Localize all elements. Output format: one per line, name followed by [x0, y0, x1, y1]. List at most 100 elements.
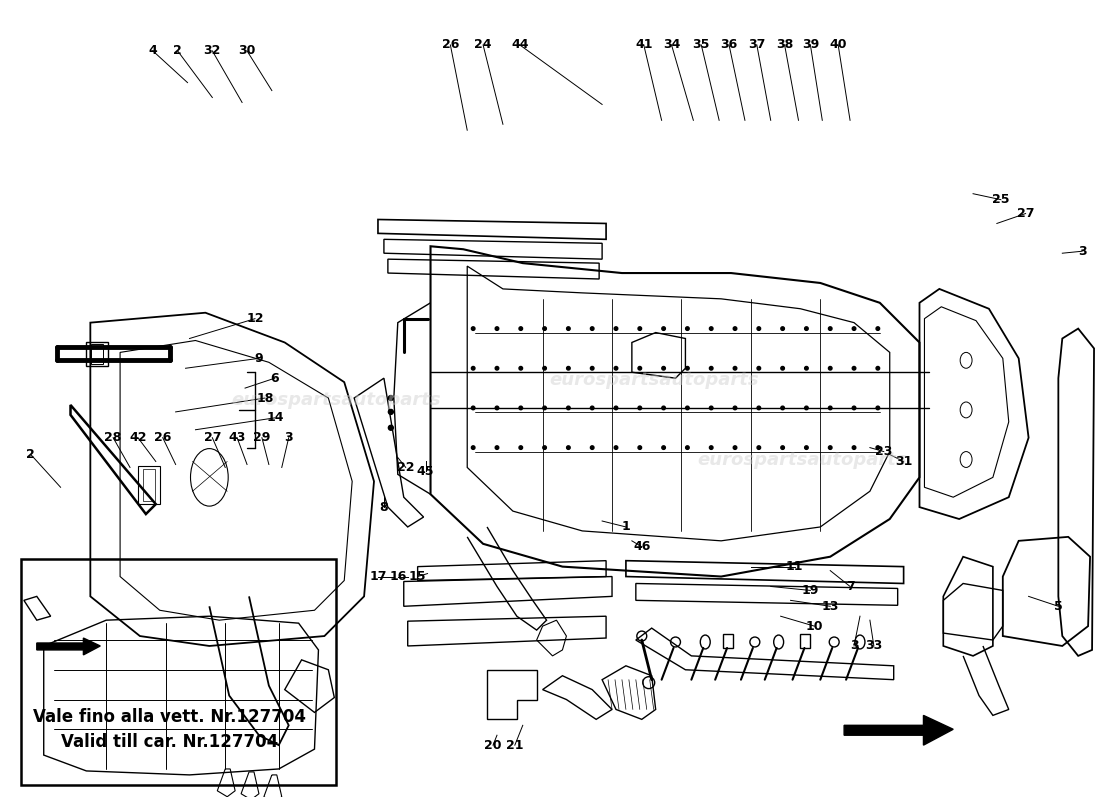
Circle shape — [781, 406, 784, 410]
Text: 9: 9 — [254, 352, 263, 365]
Text: 24: 24 — [474, 38, 492, 51]
Circle shape — [662, 327, 665, 330]
Circle shape — [472, 446, 475, 450]
Circle shape — [495, 446, 498, 450]
Circle shape — [566, 406, 570, 410]
Text: Vale fino alla vett. Nr.127704: Vale fino alla vett. Nr.127704 — [33, 708, 306, 726]
Circle shape — [685, 406, 690, 410]
Bar — [21, 558, 337, 785]
Bar — [801, 634, 811, 648]
Circle shape — [566, 366, 570, 370]
Text: eurospartsautoparts: eurospartsautoparts — [231, 391, 441, 409]
Text: 23: 23 — [876, 445, 892, 458]
Text: 31: 31 — [895, 455, 912, 468]
Text: 45: 45 — [417, 465, 434, 478]
Circle shape — [804, 446, 808, 450]
Circle shape — [828, 446, 832, 450]
Text: 26: 26 — [154, 431, 172, 444]
Circle shape — [710, 327, 713, 330]
Text: 32: 32 — [204, 44, 221, 58]
Polygon shape — [844, 715, 954, 745]
Circle shape — [804, 327, 808, 330]
Text: 14: 14 — [266, 411, 284, 424]
Text: 17: 17 — [370, 570, 387, 583]
Text: 26: 26 — [442, 38, 459, 51]
Circle shape — [781, 446, 784, 450]
Circle shape — [519, 366, 522, 370]
Text: 33: 33 — [866, 639, 882, 653]
Circle shape — [852, 406, 856, 410]
Text: 7: 7 — [846, 580, 855, 593]
Text: 28: 28 — [104, 431, 122, 444]
Circle shape — [519, 446, 522, 450]
Circle shape — [614, 327, 618, 330]
Text: 15: 15 — [409, 570, 427, 583]
Circle shape — [734, 406, 737, 410]
Text: 41: 41 — [635, 38, 652, 51]
Text: 38: 38 — [776, 38, 793, 51]
Text: 44: 44 — [512, 38, 528, 51]
Circle shape — [542, 446, 547, 450]
Circle shape — [472, 366, 475, 370]
Circle shape — [685, 327, 690, 330]
Circle shape — [388, 395, 394, 401]
Text: 30: 30 — [239, 44, 255, 58]
Circle shape — [710, 446, 713, 450]
Text: 12: 12 — [246, 312, 264, 325]
Text: 40: 40 — [829, 38, 847, 51]
Text: 39: 39 — [802, 38, 820, 51]
Polygon shape — [36, 638, 100, 655]
Circle shape — [828, 327, 832, 330]
Text: 22: 22 — [397, 461, 415, 474]
Text: 11: 11 — [785, 560, 803, 573]
Circle shape — [472, 327, 475, 330]
Circle shape — [828, 406, 832, 410]
Bar — [91, 345, 103, 364]
Circle shape — [662, 366, 665, 370]
Circle shape — [734, 366, 737, 370]
Text: 34: 34 — [663, 38, 680, 51]
Text: 36: 36 — [720, 38, 738, 51]
Bar — [143, 470, 155, 501]
Text: 3: 3 — [849, 639, 858, 653]
Circle shape — [662, 446, 665, 450]
Text: 21: 21 — [506, 738, 524, 752]
Text: 10: 10 — [805, 620, 823, 633]
Text: 20: 20 — [484, 738, 502, 752]
Circle shape — [757, 366, 760, 370]
Circle shape — [757, 406, 760, 410]
Text: 1: 1 — [621, 521, 630, 534]
Circle shape — [591, 366, 594, 370]
Circle shape — [591, 446, 594, 450]
Circle shape — [852, 366, 856, 370]
Circle shape — [876, 327, 880, 330]
Text: 4: 4 — [148, 44, 157, 58]
Text: eurospartsautoparts: eurospartsautoparts — [549, 371, 759, 389]
Circle shape — [614, 406, 618, 410]
Circle shape — [781, 327, 784, 330]
Text: 3: 3 — [1078, 245, 1087, 258]
Circle shape — [638, 327, 641, 330]
Circle shape — [804, 366, 808, 370]
Circle shape — [876, 446, 880, 450]
Circle shape — [852, 327, 856, 330]
Circle shape — [542, 366, 547, 370]
Text: 35: 35 — [693, 38, 710, 51]
Circle shape — [638, 446, 641, 450]
Circle shape — [710, 406, 713, 410]
Text: 16: 16 — [389, 570, 407, 583]
Text: 25: 25 — [992, 193, 1010, 206]
Circle shape — [495, 366, 498, 370]
Bar — [87, 342, 108, 366]
Circle shape — [876, 366, 880, 370]
Circle shape — [566, 327, 570, 330]
Circle shape — [638, 406, 641, 410]
Circle shape — [614, 446, 618, 450]
Circle shape — [614, 366, 618, 370]
Circle shape — [519, 327, 522, 330]
Circle shape — [685, 366, 690, 370]
Circle shape — [685, 446, 690, 450]
Text: 29: 29 — [253, 431, 271, 444]
Circle shape — [388, 426, 394, 430]
Circle shape — [388, 410, 394, 414]
